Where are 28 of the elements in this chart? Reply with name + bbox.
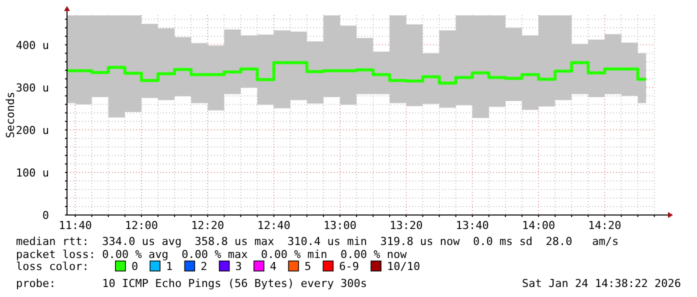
text: probe: 10 ICMP Echo Pings (56 Bytes) every 300s [16,277,367,290]
legend-title: loss color: [16,260,89,273]
x-tick-label: 12:20 [191,219,224,232]
legend-label: 2 [200,260,208,273]
y-tick-label: 200 u [16,124,49,137]
x-tick-label: 11:40 [58,219,92,232]
legend-label: 6-9 [339,260,360,273]
x-tick-label: 13:20 [390,219,423,232]
legend-label: 0 [131,260,138,273]
text: median rtt: 334.0 us avg 358.8 us max 310.4 us min 319.8 us now 0.0 ms sd 28.0 am/s [16,235,619,248]
y-tick-label: 300 u [16,81,49,94]
legend-label: 3 [235,260,242,273]
legend-label: 1 [166,260,173,273]
y-tick-label: 100 u [16,166,49,180]
legend-label: 4 [270,260,277,273]
text: Sat Jan 24 14:38:22 2026 [522,277,681,290]
x-tick-label: 12:40 [257,219,290,232]
x-tick-label: 14:20 [588,219,622,232]
x-tick-label: 13:00 [323,219,357,232]
x-tick-label: 14:00 [522,219,556,232]
legend-label: 5 [304,260,312,273]
y-axis-title: Seconds [4,92,17,138]
y-tick-label: 0 [42,209,49,222]
text: packet loss: 0.00 % avg 0.00 % max 0.00 % min 0.00 % now [16,248,408,261]
x-tick-label: 12:00 [124,219,158,232]
legend-label: 10/10 [387,260,420,273]
y-tick-label: 400 u [16,38,49,52]
x-tick-label: 13:40 [456,219,489,232]
